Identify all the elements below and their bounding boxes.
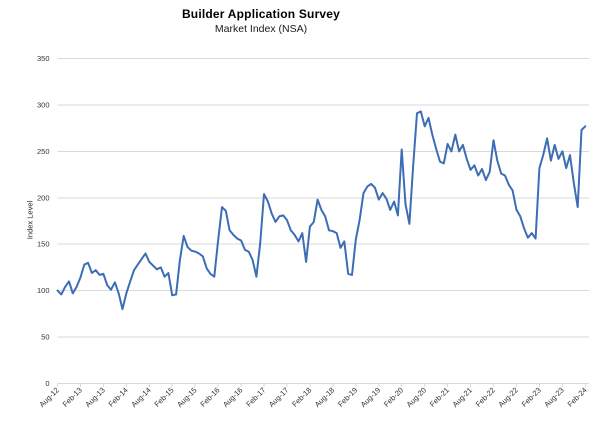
x-tick-label-Feb-15: Feb-15 <box>152 386 175 409</box>
y-tick-label-50: 50 <box>41 333 49 342</box>
y-tick-label-100: 100 <box>37 286 50 295</box>
y-tick-label-300: 300 <box>37 100 50 109</box>
y-axis-title: Index Level <box>25 200 35 240</box>
x-tick-label-Feb-24: Feb-24 <box>566 386 589 409</box>
x-tick-label-Aug-19: Aug-19 <box>359 386 382 409</box>
x-tick-label-Feb-13: Feb-13 <box>61 386 84 409</box>
x-tick-label-Feb-23: Feb-23 <box>520 386 543 409</box>
x-tick-label-Aug-15: Aug-15 <box>175 386 198 409</box>
x-tick-label-Aug-21: Aug-21 <box>451 386 474 409</box>
x-tick-label-Aug-16: Aug-16 <box>221 386 244 409</box>
y-tick-label-200: 200 <box>37 193 50 202</box>
x-tick-label-Feb-21: Feb-21 <box>428 386 451 409</box>
x-tick-label-Aug-12: Aug-12 <box>37 386 60 409</box>
x-tick-label-Aug-23: Aug-23 <box>542 386 565 409</box>
y-tick-label-0: 0 <box>45 379 49 388</box>
x-tick-label-Feb-19: Feb-19 <box>336 386 359 409</box>
chart-title: Builder Application Survey <box>181 7 341 21</box>
x-tick-label-Aug-14: Aug-14 <box>129 386 152 409</box>
x-tick-label-Aug-17: Aug-17 <box>267 386 290 409</box>
y-tick-label-350: 350 <box>37 54 50 63</box>
y-tick-label-150: 150 <box>37 240 50 249</box>
x-tick-label-Feb-22: Feb-22 <box>474 386 497 409</box>
x-tick-label-Aug-18: Aug-18 <box>313 386 336 409</box>
x-tick-label-Feb-16: Feb-16 <box>198 386 221 409</box>
x-tick-label-Feb-18: Feb-18 <box>290 386 313 409</box>
chart-subtitle: Market Index (NSA) <box>214 23 308 35</box>
y-tick-label-250: 250 <box>37 147 50 156</box>
market-index-series-line <box>56 110 587 311</box>
x-tick-label-Aug-20: Aug-20 <box>405 386 428 409</box>
x-tick-label-Feb-14: Feb-14 <box>107 386 130 409</box>
x-tick-label-Aug-13: Aug-13 <box>83 386 106 409</box>
x-tick-label-Feb-20: Feb-20 <box>382 386 405 409</box>
x-tick-label-Feb-17: Feb-17 <box>244 386 267 409</box>
x-tick-label-Aug-22: Aug-22 <box>496 386 519 409</box>
